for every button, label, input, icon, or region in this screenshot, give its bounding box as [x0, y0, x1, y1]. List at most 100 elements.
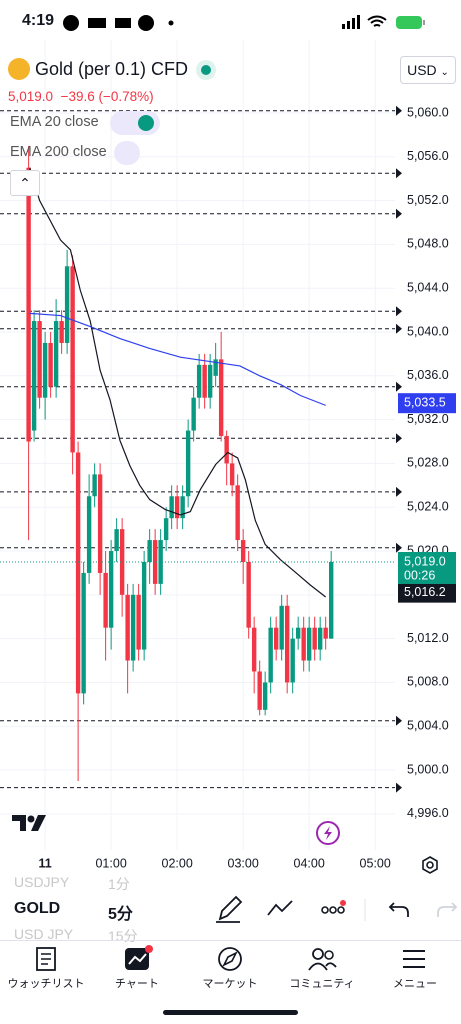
symbol-bar [0, 878, 461, 940]
candle-body [147, 540, 152, 562]
symbol-item[interactable]: GOLD [14, 900, 61, 917]
y-tick-label: 5,012.0 [407, 631, 449, 645]
more-button[interactable] [321, 900, 346, 914]
candle-body [163, 518, 169, 541]
candle-body [53, 321, 59, 387]
x-tick-label: 03:00 [228, 856, 259, 870]
candle-body [218, 359, 224, 437]
alert-marker [396, 542, 402, 553]
candle-body [31, 321, 37, 431]
candle-body [235, 485, 240, 541]
candle-body [103, 572, 108, 628]
tv-logo [12, 815, 46, 831]
ema-price-label [398, 393, 456, 414]
last-price-label [398, 551, 456, 584]
indicator-legend[interactable]: EMA 20 close [10, 114, 99, 130]
candle-body [279, 605, 284, 650]
candle-body [48, 342, 53, 387]
y-tick-label: 5,060.0 [407, 105, 449, 119]
symbol-title[interactable]: Gold (per 0.1) CFD [35, 59, 189, 79]
status-time: 4:19 [22, 12, 55, 29]
candle-body [207, 364, 213, 398]
redo[interactable] [437, 902, 458, 917]
candle-body [141, 561, 147, 650]
home-indicator [163, 1010, 298, 1015]
candle-body [136, 594, 141, 650]
candle-body [92, 474, 97, 497]
symbol-item[interactable]: USDJPY [14, 874, 70, 890]
y-tick-label: 5,004.0 [407, 719, 449, 733]
interval-item[interactable]: 15分 [108, 928, 138, 944]
y-tick-label: 5,000.0 [407, 762, 449, 776]
nav-menu[interactable]: メニュー [393, 978, 437, 990]
candle-body [70, 266, 75, 453]
ema-price-text: 5,033.5 [404, 395, 446, 409]
market-status [196, 60, 216, 80]
alert-marker [396, 782, 402, 793]
candle-body [312, 627, 317, 650]
indicator-tool[interactable] [267, 900, 293, 916]
candle-body [81, 572, 86, 694]
indicator-buttons[interactable] [110, 111, 160, 135]
y-tick-label: 5,008.0 [407, 675, 449, 689]
y-tick-label: 5,032.0 [407, 412, 449, 426]
candle-body [257, 671, 262, 710]
candle-body [185, 430, 191, 497]
candle-body [262, 682, 268, 710]
x-tick-label: 05:00 [360, 856, 391, 870]
symbol-item[interactable]: USD JPY [14, 926, 74, 942]
settings-button[interactable] [420, 855, 440, 875]
alert-marker [396, 433, 402, 444]
symbol-icon [8, 58, 30, 80]
interval-item[interactable]: 5分 [108, 906, 133, 923]
candle-body [290, 638, 295, 683]
x-tick-label: 11 [39, 856, 52, 870]
candle-body [246, 561, 251, 628]
alert-marker [396, 306, 402, 317]
candle-body [86, 496, 92, 573]
status-app-icons [63, 15, 174, 31]
collapse-button[interactable]: ⌃ [10, 170, 40, 196]
ema-line [29, 167, 327, 598]
y-tick-label: 5,052.0 [407, 193, 449, 207]
nav-markets[interactable]: マーケット [202, 978, 258, 990]
nav-icons [36, 945, 425, 971]
alert-marker [396, 486, 402, 497]
candle-body [202, 364, 207, 398]
indicator-button[interactable] [114, 141, 140, 165]
ema-price-text: 5,016.2 [404, 585, 446, 599]
candle-body [26, 167, 31, 442]
bar-countdown: 00:26 [404, 568, 435, 582]
price-change: −39.6 (−0.78%) [60, 89, 154, 104]
y-tick-label: 5,044.0 [407, 280, 449, 294]
interval-item[interactable]: 1分 [108, 876, 130, 892]
nav-community[interactable]: コミュニティ [289, 978, 355, 990]
candle-body [295, 627, 301, 639]
y-tick-label: 5,024.0 [407, 500, 449, 514]
candle-body [328, 561, 334, 639]
alert-marker [396, 715, 402, 726]
candle-body [317, 627, 323, 650]
candle-body [125, 594, 130, 661]
candle-body [119, 529, 125, 595]
nav-chart[interactable]: チャート [115, 978, 159, 990]
alert-marker [396, 323, 402, 334]
candle-body [130, 594, 136, 661]
currency-selector[interactable]: USD ⌄ [400, 56, 456, 84]
draw-tool[interactable] [216, 895, 243, 923]
candle-body [37, 321, 42, 398]
candle-body [114, 529, 119, 552]
nav-watchlist[interactable]: ウォッチリスト [7, 978, 85, 990]
indicator-legend[interactable]: EMA 200 close [10, 144, 107, 160]
quick-action[interactable] [315, 820, 341, 846]
divider [0, 940, 461, 941]
price-axis-bg [395, 40, 461, 880]
candle-body [229, 463, 235, 486]
y-tick-label: 5,036.0 [407, 368, 449, 382]
candle-body [323, 627, 328, 639]
candle-body [273, 627, 279, 650]
price-readout: 5,019.0 −39.6 (−0.78%) [8, 89, 154, 104]
undo[interactable] [388, 902, 409, 917]
y-tick-label: 4,996.0 [407, 806, 449, 820]
